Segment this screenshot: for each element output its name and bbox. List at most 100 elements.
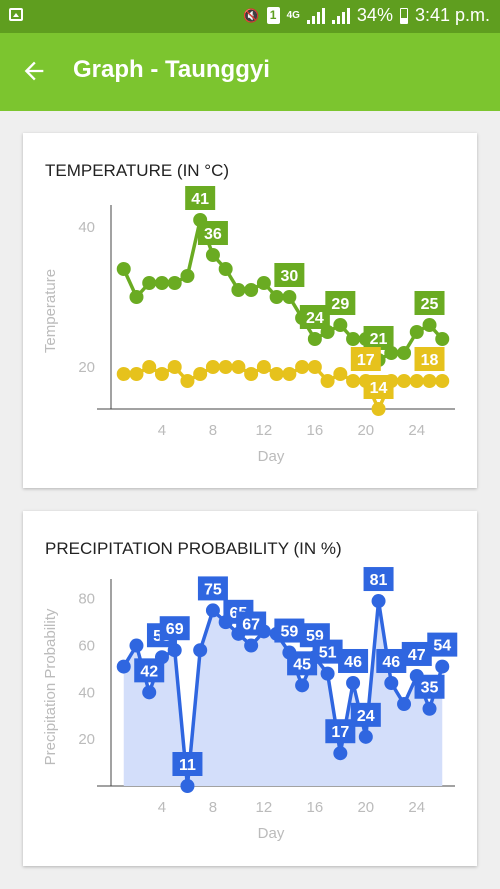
data-label-box <box>274 618 305 643</box>
data-point <box>193 367 208 381</box>
clock: 3:41 p.m. <box>414 5 490 25</box>
data-label-box <box>376 648 407 673</box>
battery-icon <box>399 7 408 24</box>
data-label-box <box>363 567 394 592</box>
data-label-box <box>338 648 369 673</box>
data-label-box <box>236 611 267 636</box>
data-point <box>397 374 412 388</box>
data-point <box>180 269 195 283</box>
data-point <box>282 290 297 304</box>
x-tick-label: 20 <box>357 799 374 816</box>
data-label-box <box>350 347 381 371</box>
y-tick-label: 40 <box>78 684 95 701</box>
x-tick-label: 4 <box>158 799 166 816</box>
data-point <box>218 360 233 374</box>
data-point <box>129 367 144 381</box>
data-label-box <box>350 702 381 727</box>
data-point <box>167 276 182 290</box>
data-label-box <box>185 186 216 210</box>
y-tick-label: 40 <box>78 219 95 236</box>
data-point <box>384 675 399 690</box>
signal-2-icon <box>331 7 350 24</box>
data-label: 41 <box>191 191 209 208</box>
mute-vibrate-icon: 🔇 <box>243 7 260 23</box>
data-point <box>116 367 131 381</box>
data-point <box>333 367 348 381</box>
data-label-box <box>299 305 330 329</box>
data-label-box <box>414 347 445 371</box>
data-point <box>116 262 131 276</box>
data-point <box>371 402 386 416</box>
data-label-box <box>312 639 343 664</box>
x-tick-label: 20 <box>357 422 374 439</box>
data-label-box <box>325 719 356 744</box>
data-point <box>205 603 220 618</box>
data-point <box>193 643 208 658</box>
data-label: 14 <box>370 380 388 397</box>
data-point <box>320 666 335 681</box>
data-label: 36 <box>204 226 222 243</box>
x-tick-label: 16 <box>307 422 324 439</box>
data-point <box>409 374 424 388</box>
data-label: 51 <box>319 645 337 662</box>
data-point <box>295 678 310 693</box>
data-label: 75 <box>204 581 222 598</box>
data-label-box <box>325 291 356 315</box>
data-label-box <box>427 632 458 657</box>
app-bar: Graph - Taunggyi <box>0 33 500 111</box>
page-title: Graph - Taunggyi <box>73 56 270 83</box>
data-point <box>320 374 335 388</box>
data-label: 81 <box>370 572 388 589</box>
data-point <box>269 367 284 381</box>
data-label-box <box>363 375 394 399</box>
data-label: 46 <box>382 654 400 671</box>
x-tick-label: 12 <box>256 422 273 439</box>
data-point <box>295 360 310 374</box>
y-tick-label: 60 <box>78 638 95 655</box>
data-label: 45 <box>293 656 311 673</box>
data-point <box>371 594 386 609</box>
data-point <box>154 367 169 381</box>
data-point <box>397 697 412 712</box>
data-point <box>333 746 348 761</box>
data-label-box <box>363 326 394 350</box>
data-label: 24 <box>306 310 324 327</box>
data-point <box>422 701 437 716</box>
sim-icon: 1 <box>266 7 280 24</box>
battery-percent: 34% <box>356 5 393 25</box>
data-point <box>269 290 284 304</box>
data-label: 42 <box>140 663 158 680</box>
precipitation-card: PRECIPITATION PROBABILITY (IN %) 20 40 60 8… <box>23 511 477 866</box>
temperature-chart: 20 40 4 8 12 16 20 24 Day Temperature 41 36 30 24 29 21… <box>42 186 455 465</box>
temperature-card-title: TEMPERATURE (IN °C) <box>45 161 230 180</box>
data-point <box>435 374 450 388</box>
data-label: 21 <box>370 331 388 348</box>
data-label-box <box>172 752 203 776</box>
back-arrow-icon[interactable] <box>20 57 48 85</box>
data-point <box>142 360 157 374</box>
y-tick-label: 20 <box>78 731 95 748</box>
data-point <box>256 360 271 374</box>
data-point <box>346 332 361 346</box>
x-tick-label: 24 <box>408 422 425 439</box>
data-label: 29 <box>331 296 349 313</box>
data-point <box>333 318 348 332</box>
data-point <box>129 638 144 653</box>
x-tick-label: 4 <box>158 422 166 439</box>
data-label-box <box>287 651 318 676</box>
data-point <box>244 367 259 381</box>
gallery-notification-icon <box>9 8 23 21</box>
x-axis-label: Day <box>258 825 285 842</box>
data-label: 18 <box>421 352 439 369</box>
x-tick-label: 12 <box>256 799 273 816</box>
data-point <box>422 318 437 332</box>
data-point <box>435 332 450 346</box>
data-point <box>256 276 271 290</box>
data-point <box>142 685 157 700</box>
data-point <box>205 248 220 262</box>
data-point <box>205 360 220 374</box>
data-point <box>307 332 322 346</box>
data-label: 17 <box>331 724 349 741</box>
data-point <box>180 779 195 793</box>
data-label: 30 <box>280 268 298 285</box>
